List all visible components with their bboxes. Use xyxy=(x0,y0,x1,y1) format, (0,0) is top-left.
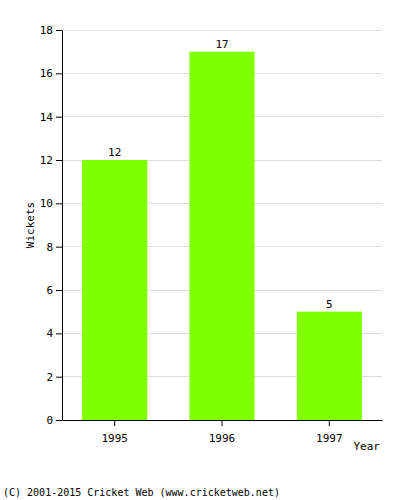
tick-mark xyxy=(56,203,62,204)
tick-mark xyxy=(56,30,62,31)
x-axis-title: Year xyxy=(354,440,381,453)
tick-label: 14 xyxy=(40,111,54,124)
x-axis: 1995 1996 1997 xyxy=(63,420,383,445)
grid-line xyxy=(62,30,382,31)
tick: 2 xyxy=(46,371,62,384)
chart: 0 2 4 6 8 10 12 14 16 18 1995 1996 1997 12 17 5 Wickets Y… xyxy=(0,0,400,500)
tick-label: 16 xyxy=(40,67,53,80)
tick-label: 6 xyxy=(46,284,53,297)
tick: 10 xyxy=(40,197,62,210)
annotation: (C) 2001-2015 Cricket Web (www.cricketwe… xyxy=(3,487,280,498)
tick: 4 xyxy=(46,327,62,340)
tick-label: 10 xyxy=(40,197,53,210)
data-label: 5 xyxy=(326,298,333,311)
tick: 14 xyxy=(40,111,62,124)
tick-mark xyxy=(222,420,223,426)
tick: 16 xyxy=(40,67,62,80)
bars xyxy=(82,52,362,420)
tick-mark xyxy=(56,160,62,161)
tick: 6 xyxy=(46,284,62,297)
tick-label: 18 xyxy=(40,24,53,37)
tick-mark xyxy=(56,377,62,378)
tick-mark xyxy=(56,117,62,118)
bar xyxy=(82,160,147,420)
tick: 12 xyxy=(40,154,62,167)
tick: 8 xyxy=(46,241,62,254)
tick-label: 1997 xyxy=(316,432,343,445)
tick-label: 12 xyxy=(40,154,53,167)
tick-mark xyxy=(56,333,62,334)
tick-mark xyxy=(56,290,62,291)
tick: 1995 xyxy=(101,420,128,445)
tick-label: 8 xyxy=(46,241,53,254)
axis-line xyxy=(62,31,63,421)
tick-mark xyxy=(56,247,62,248)
data-label: 12 xyxy=(108,146,121,159)
tick-label: 1995 xyxy=(101,432,128,445)
tick: 18 xyxy=(40,24,62,37)
y-axis-title: Wickets xyxy=(24,202,37,248)
tick-label: 1996 xyxy=(209,432,236,445)
tick-mark xyxy=(329,420,330,426)
data-labels: 12 17 5 xyxy=(108,38,333,311)
tick: 1996 xyxy=(209,420,236,445)
tick-label: 4 xyxy=(46,327,53,340)
tick: 0 xyxy=(46,414,62,427)
tick-mark xyxy=(56,420,62,421)
plot: 0 2 4 6 8 10 12 14 16 18 1995 1996 1997 12 17 5 xyxy=(40,24,383,445)
tick: 1997 xyxy=(316,420,343,445)
bar xyxy=(297,312,362,420)
grid xyxy=(62,30,382,420)
tick-label: 0 xyxy=(46,414,53,427)
tick-label: 2 xyxy=(46,371,53,384)
data-label: 17 xyxy=(215,38,228,51)
y-axis: 0 2 4 6 8 10 12 14 16 18 xyxy=(40,24,63,427)
tick-mark xyxy=(56,73,62,74)
bar xyxy=(189,52,254,420)
tick-mark xyxy=(114,420,115,426)
